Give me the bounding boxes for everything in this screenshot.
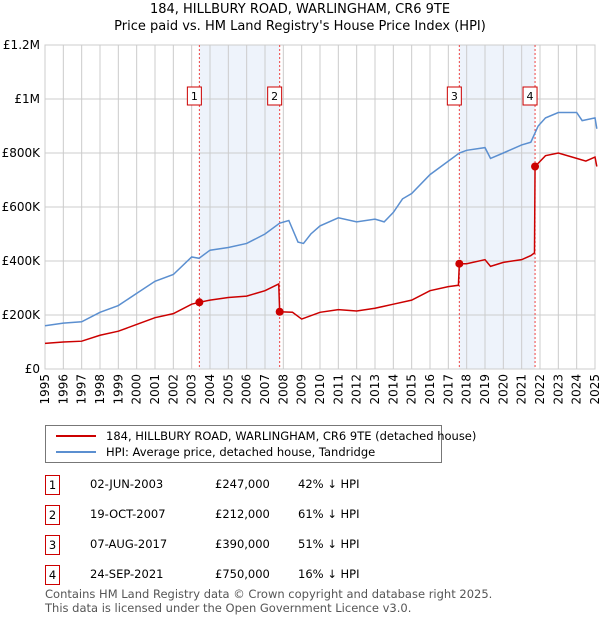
sale-label: 1 — [191, 90, 198, 103]
sale-label-box — [186, 86, 202, 106]
legend-swatch-blue — [56, 451, 96, 453]
x-tick-label: 2007 — [258, 374, 272, 405]
sale-label-box — [522, 86, 538, 106]
footer-line: This data is licensed under the Open Gov… — [45, 601, 412, 615]
transaction-row: 1 02-JUN-2003 £247,000 42% ↓ HPI — [45, 475, 465, 495]
price-chart: 1995 1996 1997 1998 1999 2000 2001 2002 2003 2004… — [2, 38, 600, 405]
y-tick-label: £400K — [2, 254, 42, 268]
x-tick-label: 2018 — [460, 374, 474, 405]
transaction-marker: 1 — [45, 475, 60, 495]
sale-point — [195, 298, 204, 307]
sale-point — [455, 259, 464, 268]
x-tick-label: 2021 — [515, 374, 529, 405]
x-tick-label: 1998 — [93, 374, 107, 405]
x-tick-label: 1996 — [56, 374, 70, 405]
x-tick-label: 2004 — [203, 374, 217, 405]
transaction-row: 3 07-AUG-2017 £390,000 51% ↓ HPI — [45, 535, 465, 555]
transaction-date: 07-AUG-2017 — [90, 537, 168, 551]
x-tick-label: 1999 — [111, 374, 125, 405]
x-tick-label: 2003 — [185, 374, 199, 405]
x-tick-label: 2010 — [313, 374, 327, 405]
x-tick-label: 2008 — [276, 374, 290, 405]
transaction-date: 24-SEP-2021 — [90, 567, 164, 581]
y-tick-label: £800K — [2, 146, 42, 160]
chart-subtitle: Price paid vs. HM Land Registry's House … — [114, 19, 486, 34]
transaction-hpi-diff: 61% ↓ HPI — [298, 507, 360, 521]
x-tick-label: 1997 — [75, 374, 89, 405]
footer: Contains HM Land Registry data © Crown c… — [45, 587, 492, 615]
transaction-price: £390,000 — [215, 537, 270, 551]
sale-label-box — [446, 86, 462, 106]
footer-line: Contains HM Land Registry data © Crown c… — [45, 587, 493, 601]
legend: 184, HILLBURY ROAD, WARLINGHAM, CR6 9TE … — [45, 425, 476, 463]
sale-label: 3 — [451, 90, 458, 103]
x-tick-label: 2012 — [350, 374, 364, 405]
y-tick-label: £600K — [2, 200, 42, 214]
x-tick-label: 2024 — [570, 374, 584, 405]
y-tick-label: £200K — [2, 308, 42, 322]
transaction-hpi-diff: 51% ↓ HPI — [298, 537, 360, 551]
y-tick-label: £1.2M — [3, 38, 40, 52]
transaction-price: £750,000 — [215, 567, 270, 581]
transaction-price: £212,000 — [215, 507, 270, 521]
x-tick-label: 2019 — [478, 374, 492, 405]
x-tick-label: 2000 — [130, 374, 144, 405]
legend-item-hpi: HPI: Average price, detached house, Tand… — [56, 445, 375, 459]
x-tick-label: 2013 — [368, 374, 382, 405]
transaction-date: 19-OCT-2007 — [90, 507, 166, 521]
sale-point — [531, 162, 540, 171]
y-tick-label: £1M — [14, 92, 40, 106]
sale-point — [275, 307, 284, 316]
x-tick-label: 2005 — [221, 374, 235, 405]
x-tick-label: 2023 — [551, 374, 565, 405]
x-tick-label: 1995 — [38, 374, 52, 405]
x-tick-label: 2015 — [405, 374, 419, 405]
plot-frame — [44, 44, 596, 370]
y-tick-label: £0 — [25, 362, 40, 376]
transaction-date: 02-JUN-2003 — [90, 477, 164, 491]
chart-title: 184, HILLBURY ROAD, WARLINGHAM, CR6 9TE — [149, 2, 451, 17]
sale-label-box — [267, 86, 283, 106]
transaction-marker: 2 — [45, 505, 60, 525]
x-tick-label: 2014 — [386, 374, 400, 405]
hpi-line — [44, 111, 598, 327]
transaction-hpi-diff: 42% ↓ HPI — [298, 477, 360, 491]
legend-label: 184, HILLBURY ROAD, WARLINGHAM, CR6 9TE … — [106, 429, 477, 443]
legend-swatch-red — [56, 435, 96, 437]
x-tick-label: 2001 — [148, 374, 162, 405]
x-tick-label: 2017 — [441, 374, 455, 405]
sale-label: 4 — [527, 90, 534, 103]
transaction-row: 2 19-OCT-2007 £212,000 61% ↓ HPI — [45, 505, 465, 525]
x-tick-label: 2025 — [588, 374, 600, 405]
x-tick-label: 2020 — [496, 374, 510, 405]
transaction-price: £247,000 — [215, 477, 270, 491]
x-tick-label: 2006 — [240, 374, 254, 405]
x-tick-label: 2002 — [166, 374, 180, 405]
transaction-row: 4 24-SEP-2021 £750,000 16% ↓ HPI — [45, 565, 465, 585]
property-price-line — [44, 152, 598, 345]
x-tick-label: 2022 — [533, 374, 547, 405]
transaction-marker: 4 — [45, 565, 60, 585]
x-tick-label: 2011 — [331, 374, 345, 405]
transaction-hpi-diff: 16% ↓ HPI — [298, 567, 360, 581]
sale-label: 2 — [271, 90, 278, 103]
legend-item-property: 184, HILLBURY ROAD, WARLINGHAM, CR6 9TE … — [56, 429, 476, 443]
x-tick-label: 2009 — [295, 374, 309, 405]
x-tick-label: 2016 — [423, 374, 437, 405]
legend-label: HPI: Average price, detached house, Tand… — [106, 445, 376, 459]
transaction-marker: 3 — [45, 535, 60, 555]
